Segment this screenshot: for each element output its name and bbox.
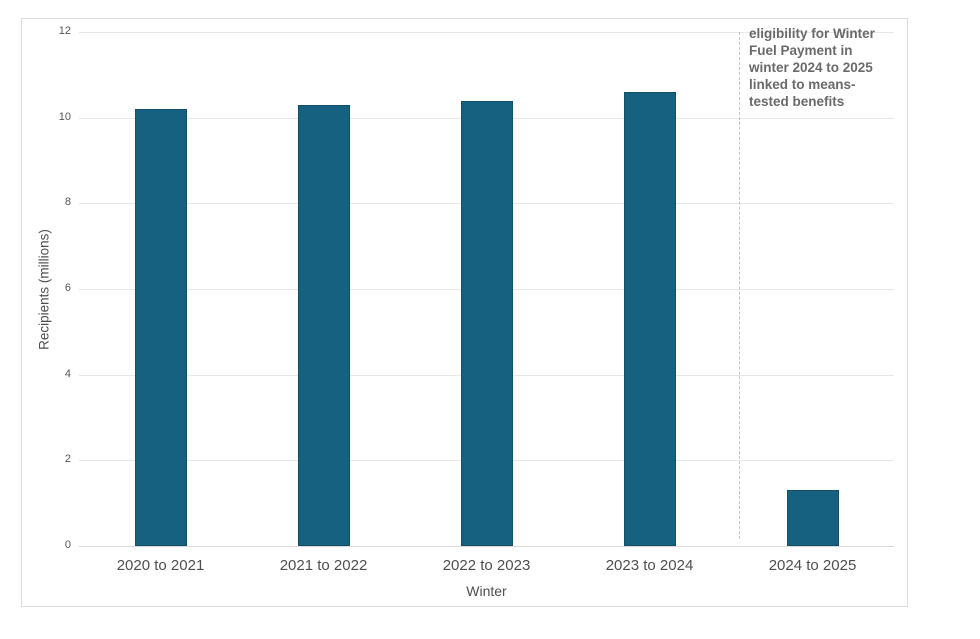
y-tick-label-6: 6 xyxy=(64,282,71,294)
bar-2024-to-2025[interactable] xyxy=(786,490,839,546)
x-axis-line xyxy=(79,546,894,547)
x-tick-label-2023-to-2024: 2023 to 2024 xyxy=(605,557,694,574)
y-tick-label-2: 2 xyxy=(64,453,71,466)
x-tick-label-2024-to-2025: 2024 to 2025 xyxy=(768,557,857,574)
bar-2023-to-2024[interactable] xyxy=(623,91,676,546)
annotation-text: eligibility for Winter Fuel Payment in win… xyxy=(749,25,909,110)
policy-change-divider-line xyxy=(739,32,741,539)
annotation-line-2: Fuel Payment in xyxy=(749,43,853,58)
bar-2022-to-2023[interactable] xyxy=(460,100,513,546)
y-tick-label-0: 0 xyxy=(64,539,71,551)
x-axis-title: Winter xyxy=(466,583,507,599)
gridline-y12 xyxy=(79,32,894,33)
bar-2020-to-2021[interactable] xyxy=(134,109,187,546)
x-tick-label-2020-to-2021: 2020 to 2021 xyxy=(116,557,205,574)
annotation-line-1: eligibility for Winter xyxy=(749,26,875,41)
chart-frame: Recipients (millions) eligibility for Wi… xyxy=(21,18,908,607)
bar-2021-to-2022[interactable] xyxy=(297,104,350,546)
y-tick-label-10: 10 xyxy=(58,110,71,123)
y-tick-label-12: 12 xyxy=(58,25,71,37)
x-tick-label-2022-to-2023: 2022 to 2023 xyxy=(442,557,531,574)
plot-area: eligibility for Winter Fuel Payment in win… xyxy=(59,25,894,574)
annotation-line-5: tested benefits xyxy=(749,94,845,109)
x-tick-label-2021-to-2022: 2021 to 2022 xyxy=(279,557,368,574)
y-tick-label-8: 8 xyxy=(64,196,71,209)
annotation-line-3: winter 2024 to 2025 xyxy=(749,60,873,75)
annotation-line-4: linked to means- xyxy=(749,77,856,92)
y-tick-label-4: 4 xyxy=(64,367,71,380)
